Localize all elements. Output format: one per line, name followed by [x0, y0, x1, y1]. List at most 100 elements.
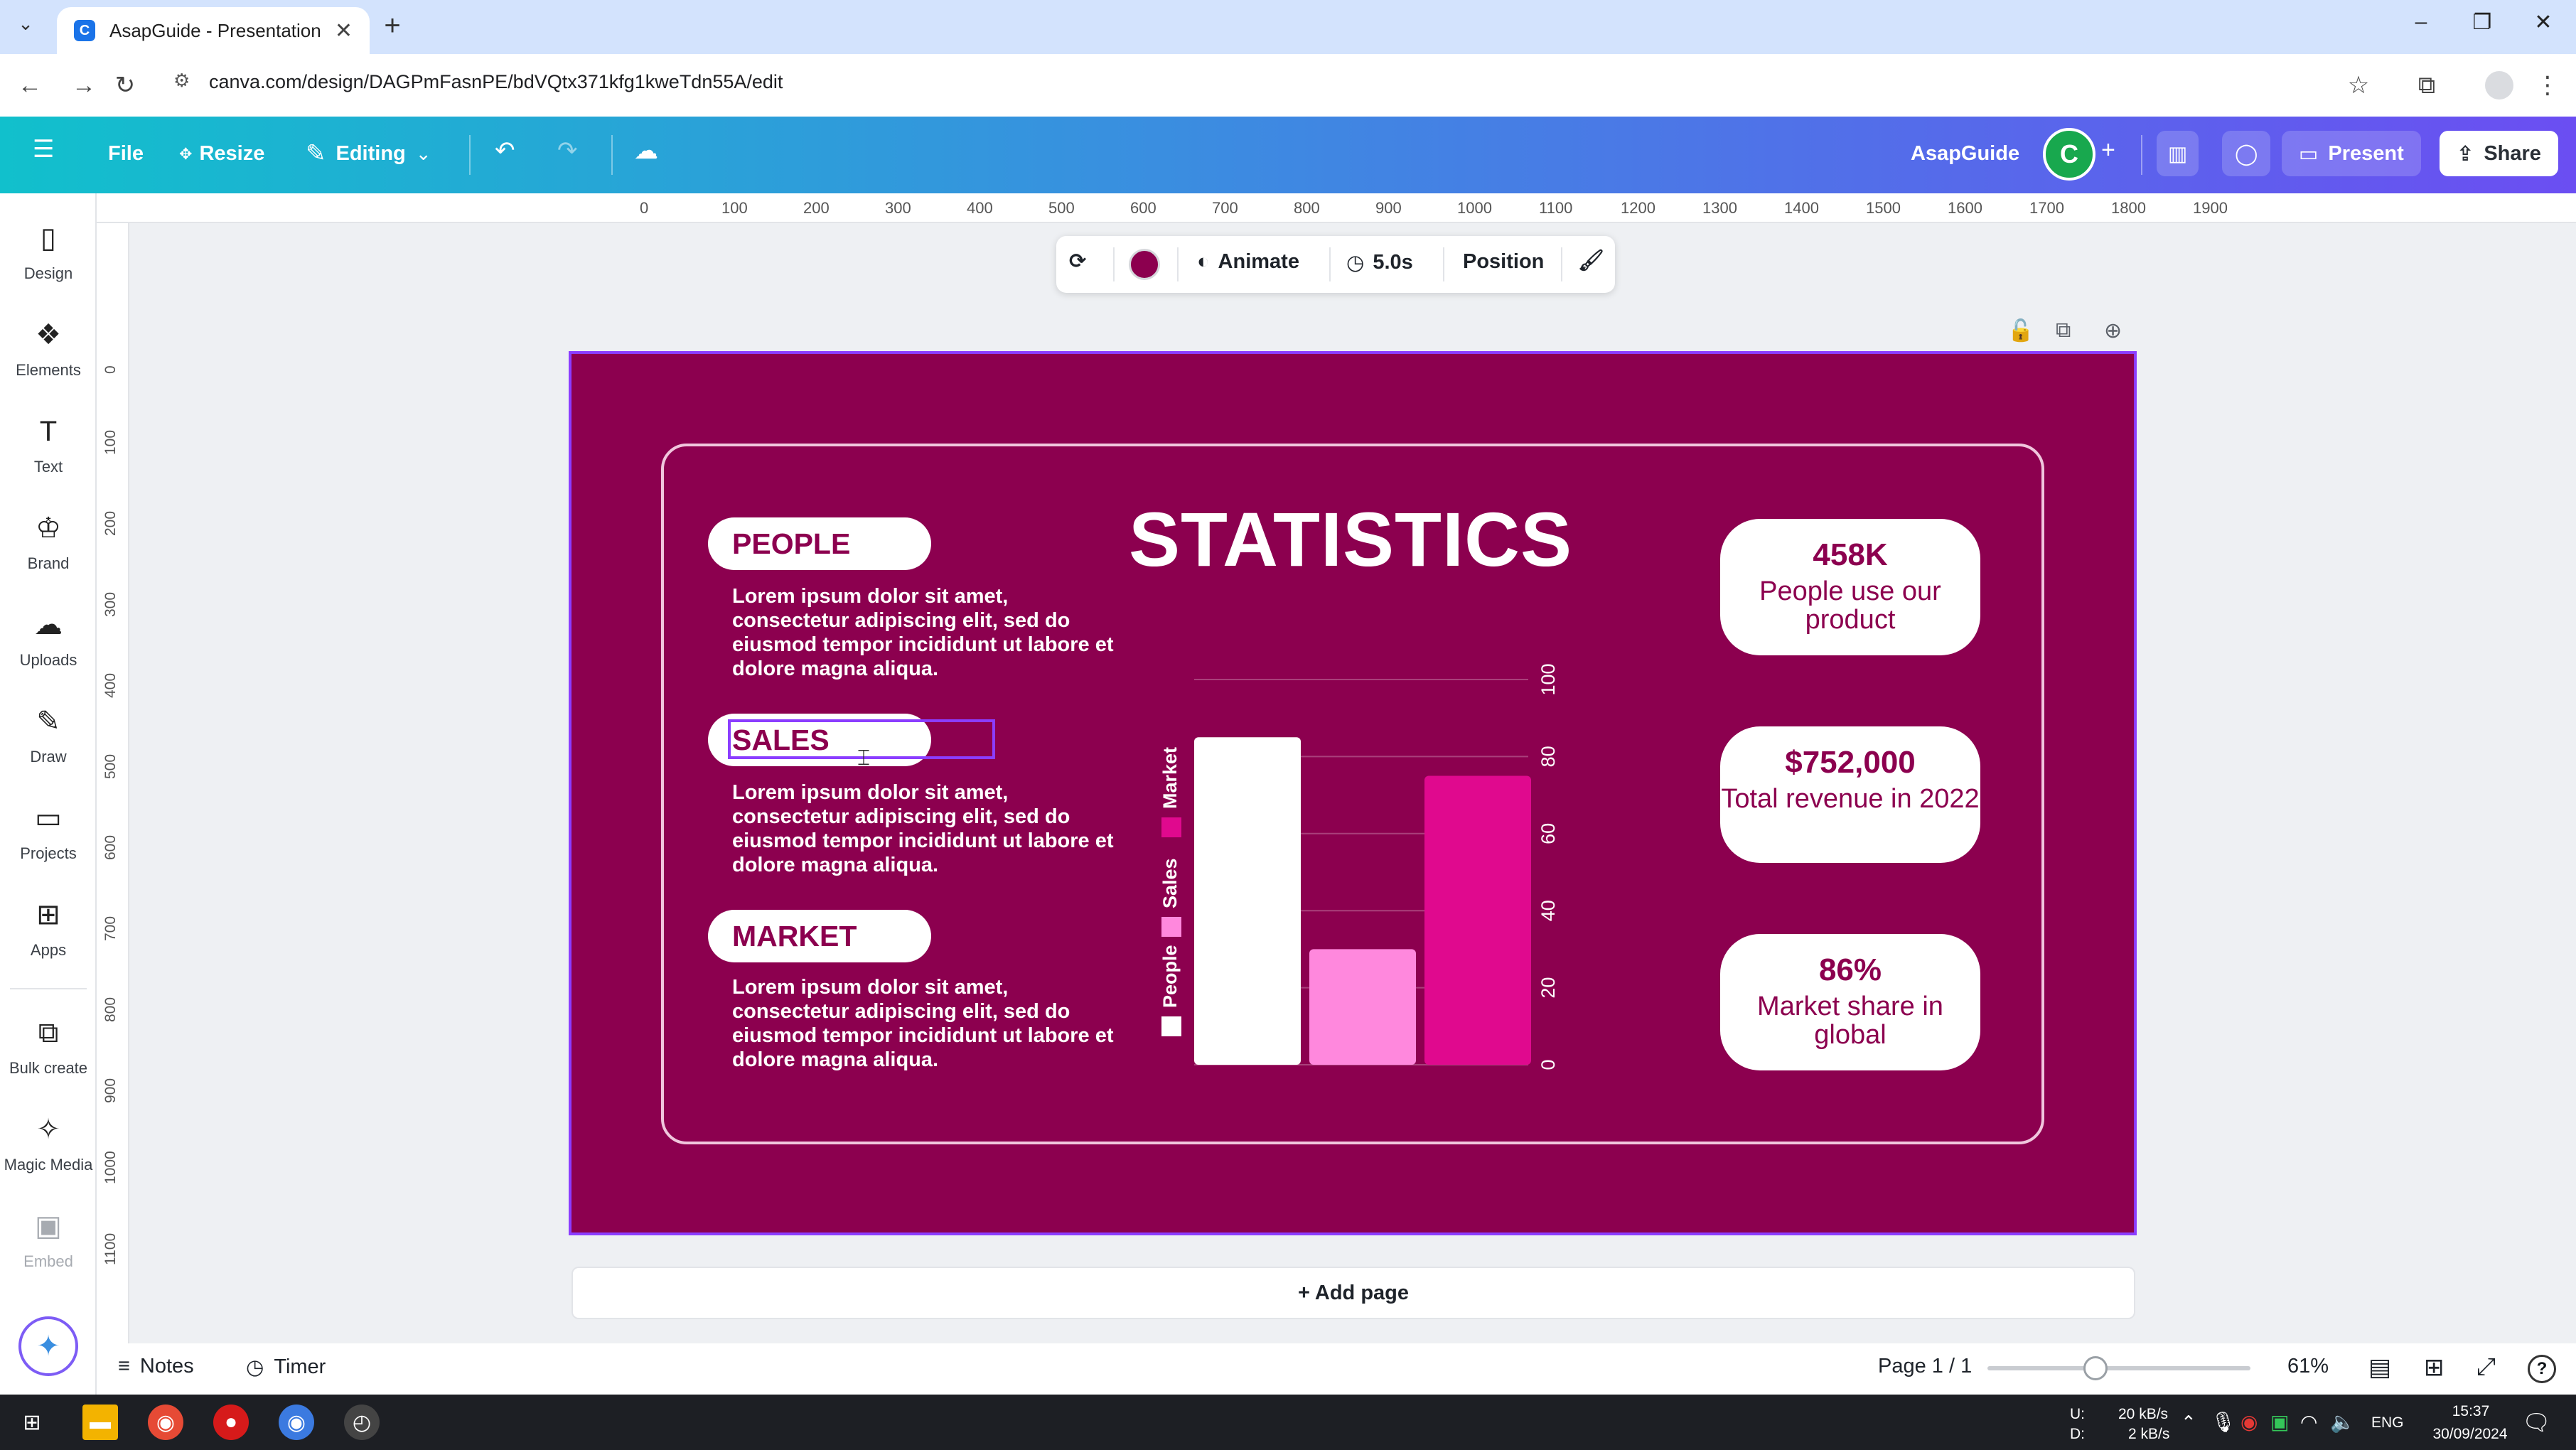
text-selection-box[interactable] — [728, 719, 995, 759]
slide-title[interactable]: STATISTICS — [1129, 496, 1572, 582]
paint-format-icon[interactable]: 🖌 — [1578, 249, 1604, 272]
sidebar-item-elements[interactable]: ❖ Elements — [0, 317, 97, 380]
sidebar-item-apps[interactable]: ⊞ Apps — [0, 897, 97, 960]
magic-assistant-button[interactable]: ✦ — [18, 1316, 78, 1376]
stat-value: $752,000 — [1785, 745, 1916, 780]
ruler-left-tick: 700 — [102, 915, 119, 941]
user-avatar[interactable]: C — [2043, 128, 2095, 181]
reload-icon[interactable]: ↻ — [114, 72, 136, 99]
chart-bar-market[interactable] — [1424, 775, 1531, 1065]
page-view-icon[interactable]: ▤ — [2368, 1354, 2392, 1381]
editing-mode-dropdown[interactable]: ✎ Editing ⌄ — [306, 139, 431, 168]
sidebar-item-design[interactable]: ▯ Design — [0, 220, 97, 283]
sidebar-item-brand[interactable]: ♔ Brand — [0, 510, 97, 573]
taskbar-date[interactable]: 30/09/2024 — [2432, 1426, 2508, 1442]
chart-bar-people[interactable] — [1194, 737, 1301, 1065]
zoom-slider-handle[interactable] — [2083, 1356, 2108, 1380]
tray-chevron-icon[interactable]: ⌃ — [2181, 1412, 2196, 1433]
new-tab-button[interactable]: + — [384, 10, 401, 41]
insights-chart-button[interactable]: ▥ — [2157, 131, 2199, 176]
undo-icon[interactable]: ↶ — [495, 137, 515, 164]
resize-button[interactable]: ✥ Resize — [179, 142, 264, 166]
fullscreen-icon[interactable]: ⤢ — [2476, 1353, 2496, 1380]
lock-icon[interactable]: 🔓 — [2007, 319, 2034, 343]
chrome-active-icon[interactable]: ◉ — [279, 1405, 314, 1440]
extensions-icon[interactable]: ⧉ — [2417, 72, 2436, 99]
zoom-slider-track[interactable] — [1987, 1366, 2250, 1370]
recorder-app-icon[interactable]: ● — [213, 1405, 249, 1440]
toolbar-divider-3 — [1329, 247, 1331, 281]
file-explorer-icon[interactable]: ▬ — [82, 1405, 118, 1440]
ruler-left-tick: 800 — [102, 997, 119, 1022]
notes-button[interactable]: ≡ Notes — [118, 1355, 194, 1378]
chart-bar-sales[interactable] — [1309, 949, 1416, 1065]
slide-content-frame[interactable] — [661, 444, 2044, 1144]
people-description[interactable]: Lorem ipsum dolor sit amet, consectetur … — [732, 585, 1114, 680]
page-indicator[interactable]: Page 1 / 1 — [1878, 1355, 1973, 1378]
animate-button[interactable]: ◐ Animate — [1197, 250, 1299, 273]
sidebar-item-uploads[interactable]: ☁ Uploads — [0, 607, 97, 670]
people-heading-pill[interactable]: PEOPLE — [708, 517, 931, 570]
main-menu-icon[interactable]: ☰ — [33, 136, 55, 163]
grid-view-icon[interactable]: ⊞ — [2424, 1354, 2444, 1381]
redo-icon[interactable]: ↷ — [557, 137, 578, 164]
file-menu-button[interactable]: File — [108, 142, 144, 165]
minimize-icon[interactable]: – — [2415, 10, 2427, 33]
site-info-icon[interactable]: ⚙ — [173, 70, 190, 91]
invite-plus-icon[interactable]: + — [2101, 136, 2115, 163]
help-icon[interactable]: ? — [2528, 1355, 2556, 1383]
forward-arrow-icon[interactable]: → — [72, 72, 96, 99]
sales-description[interactable]: Lorem ipsum dolor sit amet, consectetur … — [732, 781, 1114, 876]
tab-list-chevron-icon[interactable]: ⌄ — [18, 13, 33, 34]
bookmark-star-icon[interactable]: ☆ — [2347, 72, 2370, 99]
language-indicator[interactable]: ENG — [2371, 1414, 2404, 1431]
position-button[interactable]: Position — [1463, 250, 1545, 273]
browser-tab-active[interactable]: C AsapGuide - Presentation ✕ — [57, 7, 370, 54]
recording-tray-icon[interactable]: ◉ — [2240, 1411, 2258, 1433]
browser-menu-icon[interactable]: ⋮ — [2535, 72, 2560, 99]
app-tray-icon[interactable]: ▣ — [2270, 1411, 2290, 1433]
volume-icon[interactable]: 🔈 — [2330, 1411, 2355, 1433]
sidebar-item-embed[interactable]: ▣ Embed — [0, 1208, 97, 1271]
window-close-icon[interactable]: ✕ — [2534, 11, 2553, 34]
zoom-level[interactable]: 61% — [2287, 1355, 2329, 1378]
duplicate-page-icon[interactable]: ⧉ — [2056, 318, 2071, 342]
team-name[interactable]: AsapGuide — [1911, 142, 2020, 165]
wifi-icon[interactable]: ◠ — [2300, 1411, 2318, 1433]
replace-icon[interactable]: ⟳ — [1069, 250, 1087, 273]
url-text[interactable]: canva.com/design/DAGPmFasnPE/bdVQtx371kf… — [209, 71, 783, 92]
windows-start-icon[interactable]: ⊞ — [23, 1410, 41, 1434]
comments-button[interactable]: ◯ — [2222, 131, 2271, 176]
stat-card-revenue[interactable]: $752,000 Total revenue in 2022 — [1720, 726, 1980, 863]
statistics-bar-chart[interactable]: 0 20 40 60 80 100 People Sales Market — [1144, 647, 1571, 1073]
add-page-icon[interactable]: ⊕ — [2104, 319, 2122, 343]
fill-color-swatch[interactable] — [1129, 249, 1160, 280]
market-heading-pill[interactable]: MARKET — [708, 910, 931, 962]
stat-card-market[interactable]: 86% Market share in global — [1720, 934, 1980, 1070]
chrome-icon[interactable]: ◉ — [148, 1405, 183, 1440]
notifications-icon[interactable]: 🗨 — [2522, 1409, 2551, 1435]
clock-app-icon[interactable]: ◴ — [344, 1405, 380, 1440]
back-arrow-icon[interactable]: ← — [18, 72, 42, 99]
profile-icon[interactable] — [2485, 71, 2513, 100]
add-page-button[interactable]: + Add page — [571, 1267, 2135, 1319]
tab-close-icon[interactable]: ✕ — [334, 18, 353, 43]
cloud-saved-icon[interactable]: ☁ — [634, 137, 658, 164]
microphone-icon[interactable]: 🎙 — [2211, 1411, 2236, 1433]
duration-button[interactable]: ◷ 5.0s — [1346, 251, 1413, 274]
sidebar-item-text[interactable]: T Text — [0, 414, 97, 476]
present-button[interactable]: ▭ Present — [2282, 131, 2421, 176]
stat-card-people[interactable]: 458K People use our product — [1720, 519, 1980, 655]
taskbar-time[interactable]: 15:37 — [2452, 1403, 2490, 1419]
share-button[interactable]: ⇪ Share — [2440, 131, 2558, 176]
market-description[interactable]: Lorem ipsum dolor sit amet, consectetur … — [732, 976, 1114, 1071]
url-field[interactable] — [165, 61, 2368, 107]
restore-icon[interactable]: ❐ — [2472, 11, 2492, 34]
embed-icon: ▣ — [35, 1210, 62, 1242]
timer-button[interactable]: ◷ Timer — [246, 1355, 326, 1379]
resize-label: Resize — [199, 142, 265, 165]
sidebar-item-bulk-create[interactable]: ⧉ Bulk create — [0, 1015, 97, 1078]
sidebar-item-magic-media[interactable]: ✧ Magic Media — [0, 1112, 97, 1174]
sidebar-item-draw[interactable]: ✎ Draw — [0, 704, 97, 766]
sidebar-item-projects[interactable]: ▭ Projects — [0, 800, 97, 863]
